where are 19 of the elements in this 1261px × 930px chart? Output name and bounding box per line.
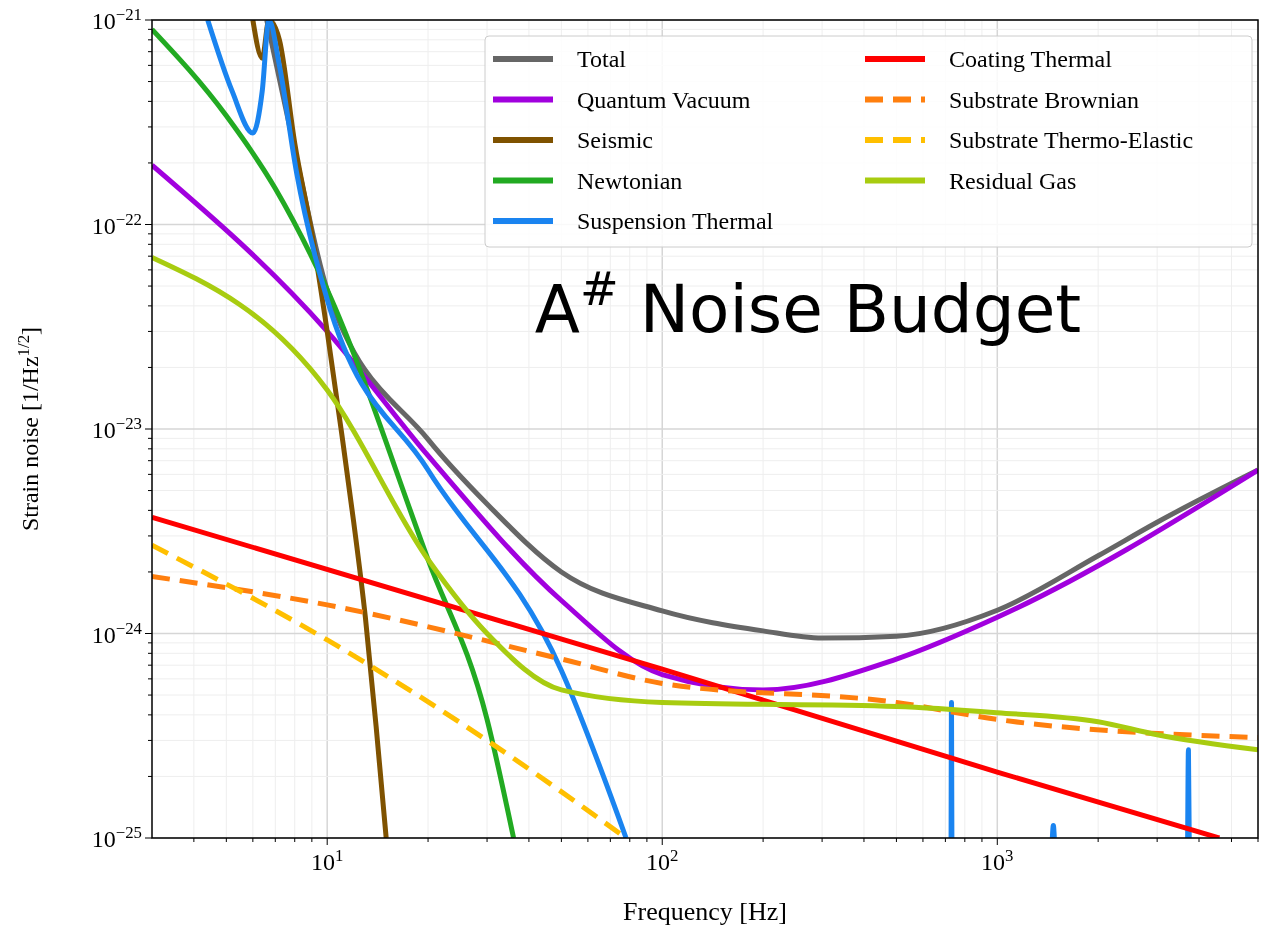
legend-label: Suspension Thermal [577, 208, 774, 234]
legend-label: Quantum Vacuum [577, 86, 751, 113]
legend-label: Seismic [577, 127, 653, 153]
x-tick-label: 10$^{1}$ [310, 845, 344, 875]
y-tick-label: 10$^{−24}$ [91, 618, 143, 648]
y-tick-label: 10$^{−21}$ [91, 4, 142, 34]
legend-label: Coating Thermal [949, 46, 1113, 72]
legend-label: Substrate Brownian [949, 86, 1139, 113]
legend-label: Substrate Thermo-Elastic [949, 127, 1194, 153]
x-axis-title: Frequency [Hz] [623, 897, 787, 926]
y-tick-label: 10$^{−23}$ [91, 413, 142, 443]
legend-label: Residual Gas [949, 167, 1077, 194]
legend-label: Newtonian [577, 167, 683, 194]
annotation: A$^{#}$ Noise Budget [534, 262, 1082, 348]
x-tick-label: 10$^{2}$ [646, 845, 679, 875]
y-tick-label: 10$^{−22}$ [91, 209, 142, 239]
y-tick-label: 10$^{−25}$ [91, 822, 142, 852]
legend-label: Total [577, 46, 627, 72]
x-tick-label: 10$^{3}$ [981, 845, 1014, 875]
